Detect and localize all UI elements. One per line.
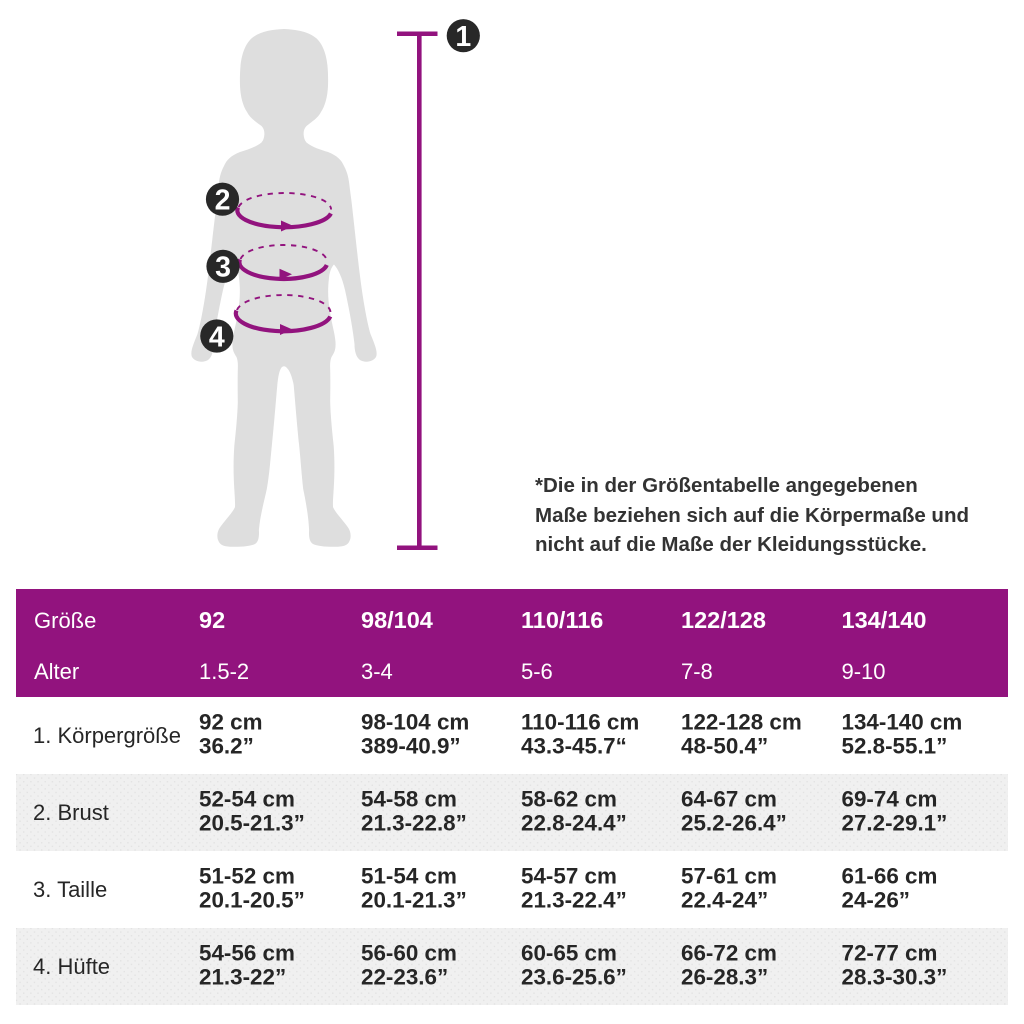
svg-text:1: 1 xyxy=(455,21,471,53)
svg-text:3: 3 xyxy=(215,252,231,284)
svg-text:2: 2 xyxy=(215,185,231,217)
svg-text:4: 4 xyxy=(209,321,225,353)
